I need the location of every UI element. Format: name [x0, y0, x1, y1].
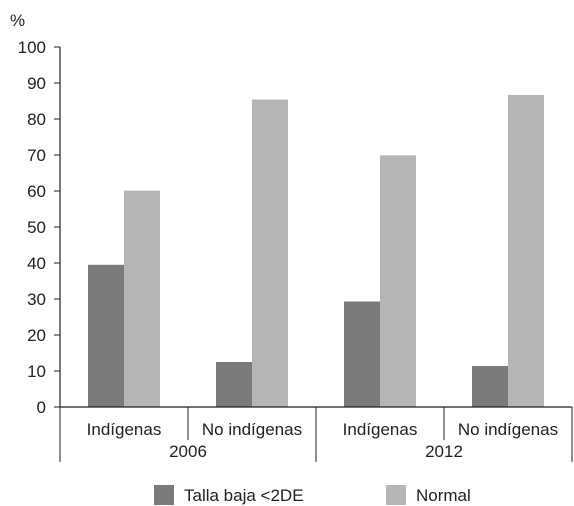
bar-normal [124, 190, 160, 407]
x-axis-labels: Indígenas No indígenas Indígenas No indígen… [59, 407, 573, 462]
y-tick-label: 40 [27, 254, 46, 273]
bar-talla-baja [344, 301, 380, 407]
y-tick-label: 0 [37, 398, 46, 417]
x-group-label: 2012 [425, 442, 463, 461]
x-category-label: No indígenas [202, 420, 302, 439]
x-category-label: No indígenas [458, 420, 558, 439]
x-category-label: Indígenas [343, 420, 418, 439]
y-tick-label: 70 [27, 146, 46, 165]
y-tick-label: 100 [18, 38, 46, 57]
legend-label: Talla baja <2DE [184, 486, 304, 505]
bars [88, 94, 544, 407]
y-tick-label: 90 [27, 74, 46, 93]
x-group-label: 2006 [169, 442, 207, 461]
y-axis-unit-label: % [10, 11, 25, 30]
y-tick-label: 50 [27, 218, 46, 237]
bar-normal [380, 155, 416, 407]
x-category-label: Indígenas [87, 420, 162, 439]
legend-label: Normal [416, 486, 471, 505]
bar-normal [252, 99, 288, 407]
legend-swatch [386, 485, 406, 505]
bar-normal [508, 94, 544, 407]
bar-talla-baja [216, 362, 252, 407]
bar-talla-baja [472, 365, 508, 407]
y-tick-label: 60 [27, 182, 46, 201]
y-tick-label: 10 [27, 362, 46, 381]
y-tick-label: 20 [27, 326, 46, 345]
legend: Talla baja <2DE Normal [154, 485, 471, 505]
y-tick-label: 80 [27, 110, 46, 129]
y-axis-ticks: 0 10 20 30 40 50 60 70 80 90 100 [18, 38, 60, 417]
y-tick-label: 30 [27, 290, 46, 309]
legend-swatch [154, 485, 174, 505]
bar-talla-baja [88, 264, 124, 407]
